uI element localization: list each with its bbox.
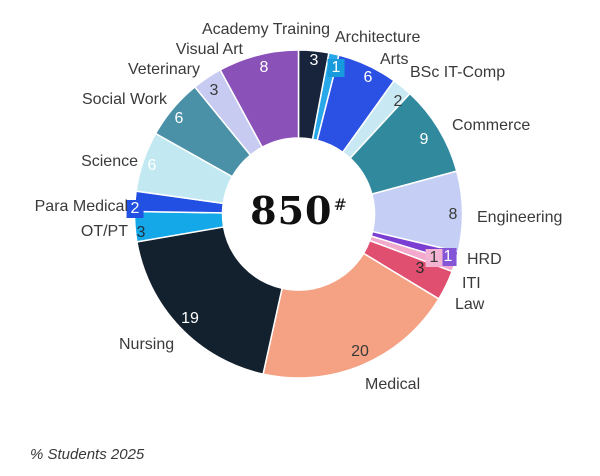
value-label-architecture: 1 [327,59,345,77]
value-label-law: 3 [415,260,425,277]
value-label-science: 6 [147,157,157,174]
category-label-nursing: Nursing [119,336,175,353]
value-label-social-work: 6 [174,110,184,127]
value-label-iti: 1 [425,249,443,267]
value-label-para-medical: 2 [126,200,144,218]
center-total: 850# [250,192,348,230]
value-label-hrd: 1 [439,248,457,266]
category-label-academy-training: Academy Training [201,21,330,38]
category-label-commerce: Commerce [452,117,531,134]
slice-visual-art [219,49,300,148]
value-label-academy-training: 3 [309,52,319,69]
value-label-visual-art: 8 [259,59,269,76]
center-total-superscript: # [333,195,348,214]
category-label-ot-pt: OT/PT [80,223,128,240]
category-label-medical: Medical [365,376,421,393]
value-label-veterinary: 3 [209,82,219,99]
value-label-arts: 6 [363,69,373,86]
slice-medical [262,252,440,379]
category-label-visual-art: Visual Art [175,41,243,58]
value-label-medical: 20 [351,343,369,360]
value-label-commerce: 9 [419,131,429,148]
footnote: % Students 2025 [30,446,145,463]
slice-nursing [136,226,283,375]
category-label-science: Science [81,153,138,170]
category-label-iti: ITI [462,275,481,292]
value-label-ot-pt: 3 [136,224,146,241]
category-label-architecture: Architecture [335,29,421,46]
category-label-bsc-it-comp: BSc IT-Comp [410,64,506,81]
value-label-nursing: 19 [181,310,199,327]
value-label-engineering: 8 [448,206,458,223]
category-label-hrd: HRD [467,251,502,268]
value-label-bsc-it-comp: 2 [393,93,403,110]
category-label-arts: Arts [380,51,409,68]
category-label-para-medical: Para Medical [34,198,128,215]
category-label-social-work: Social Work [81,91,167,108]
category-label-veterinary: Veterinary [127,61,200,78]
category-label-engineering: Engineering [477,209,563,226]
category-label-law: Law [455,296,485,313]
center-total-value: 850 [250,188,333,233]
